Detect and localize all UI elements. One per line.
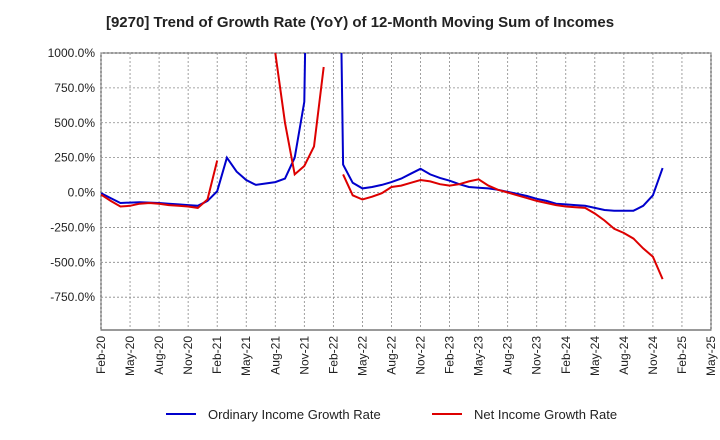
x-tick-label: Nov-22: [414, 336, 428, 375]
plot-area: [100, 52, 712, 331]
y-tick-label: -750.0%: [50, 290, 95, 304]
chart-title: [9270] Trend of Growth Rate (YoY) of 12-…: [105, 14, 615, 31]
x-tick-label: Feb-25: [675, 336, 689, 374]
y-tick-label: 500.0%: [54, 116, 95, 130]
x-tick-label: May-23: [472, 336, 486, 376]
x-tick-label: Aug-20: [152, 336, 166, 375]
x-tick-label: Feb-21: [210, 336, 224, 374]
x-tick-label: May-22: [355, 336, 369, 376]
y-tick-label: -250.0%: [50, 220, 95, 234]
x-tick-label: Aug-24: [617, 336, 631, 375]
y-tick-label: 0.0%: [68, 186, 96, 200]
series-net-income-line: [342, 173, 664, 280]
y-tick-label: 1000.0%: [48, 46, 96, 60]
x-tick-label: Aug-21: [268, 336, 282, 375]
y-tick-label: 750.0%: [54, 81, 95, 95]
legend-label-ordinary: Ordinary Income Growth Rate: [208, 407, 381, 422]
x-tick-label: Nov-23: [530, 336, 544, 375]
x-tick-label: Nov-21: [297, 336, 311, 375]
x-tick-label: Nov-24: [646, 336, 660, 375]
series-ordinary-income-line: [101, 53, 307, 207]
series-net-income-line: [101, 160, 219, 209]
x-tick-label: May-24: [588, 336, 602, 376]
x-tick-label: Nov-20: [181, 336, 195, 375]
y-tick-label: -500.0%: [50, 255, 95, 269]
x-tick-label: May-25: [704, 336, 718, 376]
x-tick-label: Aug-23: [501, 336, 515, 375]
legend-label-net: Net Income Growth Rate: [474, 407, 617, 422]
x-tick-label: May-21: [239, 336, 253, 376]
x-tick-label: Aug-22: [384, 336, 398, 375]
x-tick-label: Feb-23: [443, 336, 457, 374]
y-tick-label: 250.0%: [54, 151, 95, 165]
x-tick-label: Feb-24: [559, 336, 573, 374]
x-tick-label: Feb-20: [94, 336, 108, 374]
x-tick-label: Feb-22: [326, 336, 340, 374]
series-net-income-spike: [274, 53, 325, 177]
x-tick-label: May-20: [123, 336, 137, 376]
